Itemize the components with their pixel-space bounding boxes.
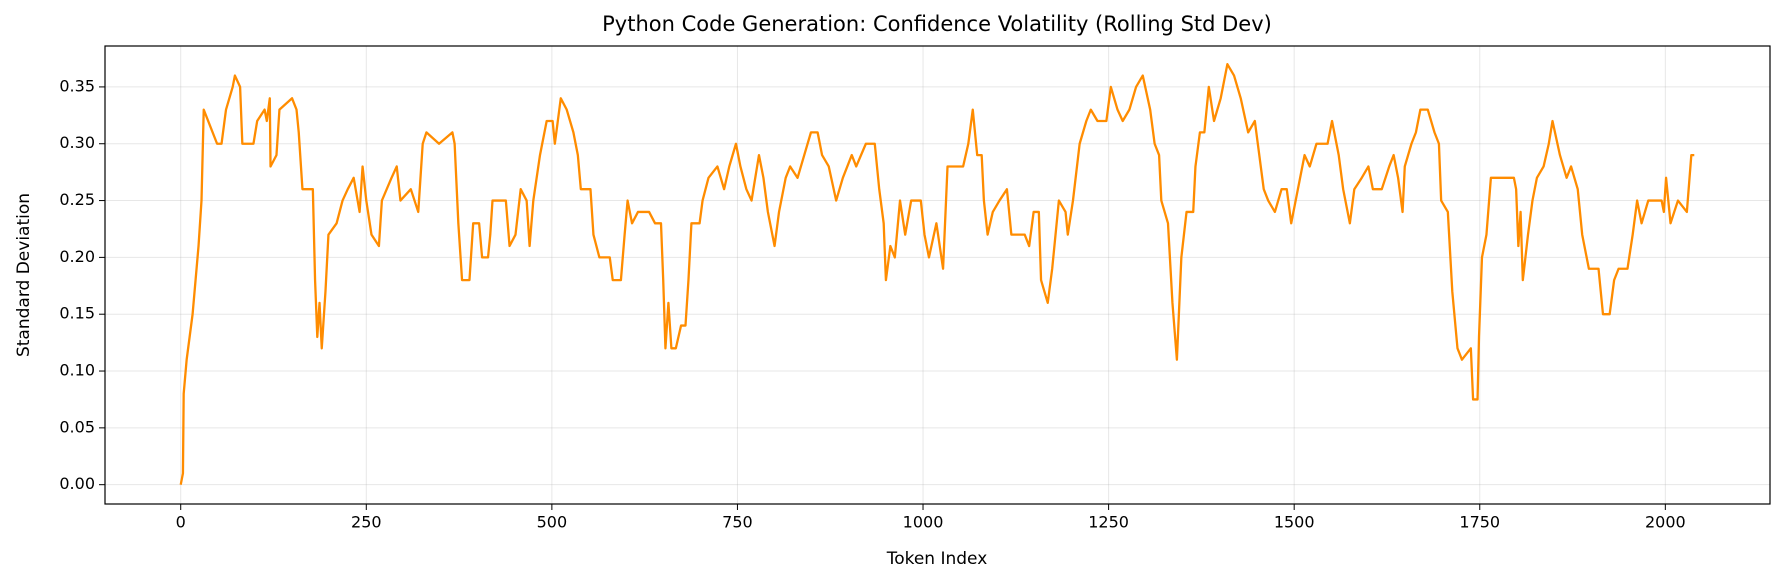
ticks: 0 250 500 750 1000 1250 1500 1750 2000 0.00 0.05 0.… — [59, 76, 1685, 531]
y-tick-label: 0.10 — [59, 361, 95, 380]
x-tick-label: 0 — [176, 513, 186, 532]
y-axis-label: Standard Deviation — [14, 193, 34, 357]
grid — [105, 46, 1770, 504]
y-tick-label: 0.00 — [59, 474, 95, 493]
y-tick-label: 0.35 — [59, 76, 95, 95]
axes-frame — [104, 45, 1771, 505]
y-tick-label: 0.30 — [59, 133, 95, 152]
x-tick-label: 500 — [537, 513, 568, 532]
y-tick-label: 0.15 — [59, 304, 95, 323]
x-tick-label: 1750 — [1459, 513, 1500, 532]
x-tick-label: 1000 — [903, 513, 944, 532]
y-tick-label: 0.20 — [59, 247, 95, 266]
x-tick-label: 1250 — [1088, 513, 1129, 532]
chart-title: Python Code Generation: Confidence Volat… — [602, 12, 1272, 36]
x-tick-label: 1500 — [1274, 513, 1315, 532]
data-line — [179, 63, 1695, 485]
x-tick-label: 2000 — [1645, 513, 1686, 532]
x-axis-label: Token Index — [886, 549, 988, 569]
y-tick-label: 0.25 — [59, 190, 95, 209]
plot-area — [179, 63, 1695, 485]
y-tick-label: 0.05 — [59, 417, 95, 436]
x-tick-label: 750 — [722, 513, 753, 532]
x-tick-label: 250 — [351, 513, 382, 532]
